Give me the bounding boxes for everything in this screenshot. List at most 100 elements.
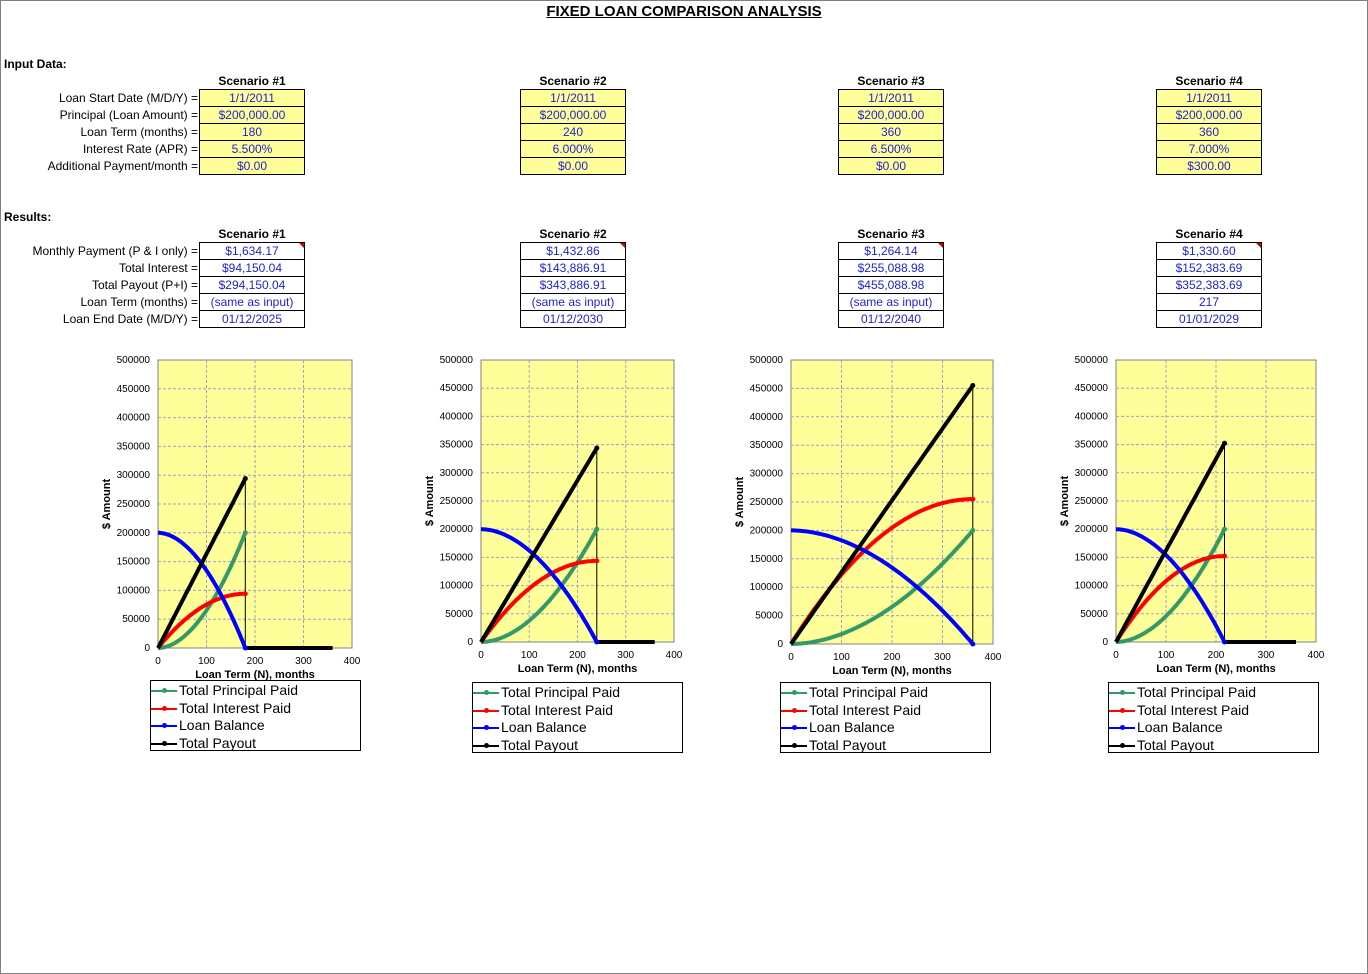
legend-item: Total Payout	[781, 737, 999, 755]
series-total-payout	[479, 447, 599, 644]
legend-item: Loan Balance	[1109, 719, 1327, 737]
scenario-1-loan-end-date-value[interactable]: 01/12/2025	[199, 311, 305, 328]
legend-label: Total Principal Paid	[501, 684, 621, 700]
scenario-1-input-header: Scenario #1	[218, 74, 286, 88]
scenario-4-principal-input[interactable]: $200,000.00	[1156, 107, 1262, 124]
legend-marker-icon	[1120, 725, 1125, 730]
y-tick-label: 350000	[440, 440, 474, 451]
scenario-2-loan-end-date-value[interactable]: 01/12/2030	[520, 311, 626, 328]
y-tick-label: 400000	[440, 411, 474, 422]
x-tick-label: 0	[1113, 650, 1119, 661]
scenario-1-loan-term-text: (same as input)	[210, 295, 294, 309]
y-tick-label: 0	[467, 637, 473, 648]
legend-label: Loan Balance	[501, 719, 587, 735]
y-axis-label: $ Amount	[101, 479, 113, 530]
scenario-4-total-payout-value[interactable]: $352,383.69	[1156, 277, 1262, 294]
scenario-3-loan-term-input[interactable]: 360	[838, 124, 944, 141]
scenario-3-total-payout-value[interactable]: $455,088.98	[838, 277, 944, 294]
scenario-4-loan-start-date-input[interactable]: 1/1/2011	[1156, 89, 1262, 107]
label-loan-start-date: Loan Start Date (M/D/Y) =	[58, 91, 198, 105]
y-tick-label: 500000	[440, 355, 474, 366]
label-loan-term: Loan Term (months) =	[80, 125, 199, 139]
y-tick-label: 300000	[750, 469, 784, 480]
scenario-1-loan-start-date-input[interactable]: 1/1/2011	[199, 89, 305, 107]
scenario-3-loan-term-value[interactable]: (same as input)	[838, 294, 944, 311]
scenario-2-loan-start-date-input[interactable]: 1/1/2011	[520, 89, 626, 107]
comment-indicator-icon[interactable]	[938, 243, 943, 248]
label-total-payout: Total Payout (P+I) =	[91, 278, 198, 292]
legend-marker-icon	[792, 725, 797, 730]
scenario-2-monthly-payment-value[interactable]: $1,432.86	[520, 242, 626, 260]
scenario-4-chart: 0 50000 100000 150000 200000 250000 300000 3500…	[1050, 350, 1325, 680]
scenario-4-monthly-payment-value[interactable]: $1,330.60	[1156, 242, 1262, 260]
y-tick-label: 250000	[440, 496, 474, 507]
legend-marker-icon	[162, 723, 167, 728]
y-tick-label: 150000	[1075, 552, 1109, 563]
scenario-1-loan-term-value[interactable]: (same as input)	[199, 294, 305, 311]
scenario-3-loan-end-date-value[interactable]: 01/12/2040	[838, 311, 944, 328]
y-tick-label: 100000	[117, 585, 151, 596]
scenario-1-total-interest-value[interactable]: $94,150.04	[199, 260, 305, 277]
scenario-3-interest-rate-input[interactable]: 6.500%	[838, 141, 944, 158]
scenario-3-additional-payment-input[interactable]: $0.00	[838, 158, 944, 175]
scenario-4-monthly-payment-text: $1,330.60	[1182, 244, 1236, 258]
series-total-principal-paid	[791, 529, 975, 646]
scenario-4-loan-term-text: 217	[1198, 295, 1220, 309]
legend-item: Total Principal Paid	[473, 684, 691, 702]
legend-item: Loan Balance	[473, 719, 691, 737]
comment-indicator-icon[interactable]	[620, 243, 625, 248]
scenario-1-monthly-payment-value[interactable]: $1,634.17	[199, 242, 305, 260]
comment-indicator-icon[interactable]	[299, 243, 304, 248]
scenario-3-total-interest-value[interactable]: $255,088.98	[838, 260, 944, 277]
scenario-1-loan-term-input[interactable]: 180	[199, 124, 305, 141]
scenario-1-total-payout-value[interactable]: $294,150.04	[199, 277, 305, 294]
scenario-4-interest-rate-input[interactable]: 7.000%	[1156, 141, 1262, 158]
scenario-3-monthly-payment-value[interactable]: $1,264.14	[838, 242, 944, 260]
scenario-2-principal-input[interactable]: $200,000.00	[520, 107, 626, 124]
x-tick-label: 200	[884, 652, 901, 663]
comment-indicator-icon[interactable]	[1256, 243, 1261, 248]
x-tick-label: 0	[155, 656, 161, 667]
series-total-payout	[156, 477, 248, 649]
x-axis-label: Loan Term (N), months	[518, 663, 638, 675]
scenario-4-total-interest-value[interactable]: $152,383.69	[1156, 260, 1262, 277]
legend-marker-icon	[792, 742, 797, 748]
y-tick-label: 50000	[122, 614, 150, 625]
series-end-marker	[970, 496, 976, 502]
scenario-4-loan-term-input[interactable]: 360	[1156, 124, 1262, 141]
y-tick-label: 300000	[440, 468, 474, 479]
scenario-4-loan-end-date-value[interactable]: 01/01/2029	[1156, 311, 1262, 328]
legend-item: Total Interest Paid	[1109, 702, 1327, 720]
x-tick-label: 200	[569, 650, 586, 661]
scenario-2-loan-term-value[interactable]: (same as input)	[520, 294, 626, 311]
scenario-1-principal-input[interactable]: $200,000.00	[199, 107, 305, 124]
scenario-2-total-payout-value[interactable]: $343,886.91	[520, 277, 626, 294]
legend-marker-icon	[792, 690, 797, 695]
legend-item: Total Payout	[473, 737, 691, 755]
x-tick-label: 300	[934, 652, 951, 663]
scenario-2-chart-svg: 0 50000 100000 150000 200000 250000 300000 3500…	[424, 355, 683, 675]
scenario-2-input-header: Scenario #2	[539, 74, 607, 88]
scenario-4-additional-payment-input[interactable]: $300.00	[1156, 158, 1262, 175]
scenario-3-chart: 0 50000 100000 150000 200000 250000 300000 3500…	[725, 350, 1002, 680]
y-tick-label: 450000	[117, 384, 151, 395]
scenario-2-interest-rate-input[interactable]: 6.000%	[520, 141, 626, 158]
x-tick-label: 100	[833, 652, 850, 663]
scenario-3-principal-input[interactable]: $200,000.00	[838, 107, 944, 124]
scenario-1-additional-payment-input[interactable]: $0.00	[199, 158, 305, 175]
scenario-2-total-interest-text: $143,886.91	[539, 261, 607, 275]
scenario-1-chart-svg: 0 50000 100000 150000 200000 250000 300000 3500…	[101, 355, 361, 681]
scenario-2-loan-term-input[interactable]: 240	[520, 124, 626, 141]
scenario-4-loan-term-value[interactable]: 217	[1156, 294, 1262, 311]
y-tick-label: 250000	[750, 497, 784, 508]
legend-label: Loan Balance	[179, 717, 265, 733]
series-total-interest-paid	[156, 591, 246, 650]
x-tick-label: 200	[1208, 650, 1225, 661]
scenario-2-additional-payment-input[interactable]: $0.00	[520, 158, 626, 175]
scenario-3-loan-start-date-input[interactable]: 1/1/2011	[838, 89, 944, 107]
legend-marker-icon	[162, 705, 167, 711]
scenario-2-total-interest-value[interactable]: $143,886.91	[520, 260, 626, 277]
scenario-1-interest-rate-input[interactable]: 5.500%	[199, 141, 305, 158]
x-tick-label: 100	[198, 656, 215, 667]
legend-label: Total Payout	[179, 734, 257, 751]
